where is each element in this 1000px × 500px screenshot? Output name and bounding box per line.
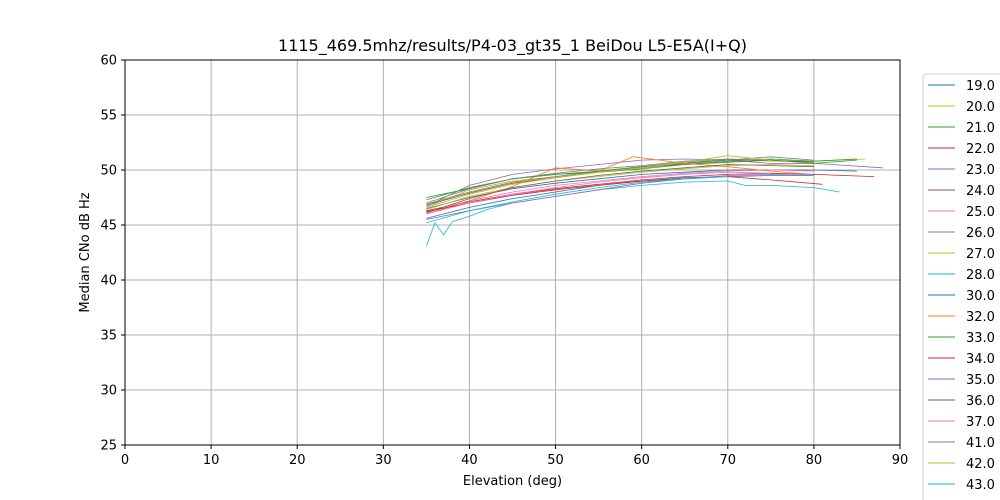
legend-label: 28.0 (966, 268, 995, 283)
legend-box (922, 73, 1000, 500)
grid (124, 59, 901, 446)
x-tick-label: 20 (289, 453, 306, 468)
legend-label: 43.0 (966, 478, 995, 493)
plot-frame (124, 59, 901, 446)
legend-label: 19.0 (966, 79, 995, 94)
legend-label: 35.0 (966, 373, 995, 388)
x-axis: 0 10 20 30 40 50 60 70 80 90 (121, 445, 908, 468)
legend-label: 20.0 (966, 100, 995, 115)
legend-label: 27.0 (966, 247, 995, 262)
y-tick-label: 60 (100, 54, 117, 69)
x-tick-label: 80 (806, 453, 823, 468)
series-line-34.0 (426, 176, 823, 213)
y-tick-label: 30 (100, 384, 117, 399)
legend-label: 25.0 (966, 205, 995, 220)
x-tick-label: 0 (121, 453, 129, 468)
x-tick-label: 70 (720, 453, 737, 468)
series-line-42.0 (426, 155, 771, 208)
series-layer (426, 155, 883, 247)
x-tick-label: 60 (633, 453, 650, 468)
series-line-41.0 (426, 158, 771, 204)
legend-label: 23.0 (966, 163, 995, 178)
legend: 19.0 20.0 21.0 22.0 23.0 24.0 25.0 26.0 27.0 28.0… (922, 73, 1000, 500)
y-axis: 25 30 35 40 45 50 55 60 (100, 54, 125, 454)
legend-label: 37.0 (966, 415, 995, 430)
x-tick-label: 50 (547, 453, 564, 468)
series-line-35.0 (426, 173, 814, 220)
y-tick-label: 25 (100, 439, 117, 454)
legend-label: 22.0 (966, 142, 995, 157)
series-line-26.0 (426, 156, 814, 205)
x-axis-label: Elevation (deg) (463, 474, 562, 489)
y-tick-label: 50 (100, 164, 117, 179)
legend-label: 41.0 (966, 436, 995, 451)
x-tick-label: 30 (375, 453, 392, 468)
legend-label: 21.0 (966, 121, 995, 136)
y-tick-label: 55 (100, 109, 117, 124)
series-line-25.0 (426, 169, 814, 213)
legend-label: 24.0 (966, 184, 995, 199)
y-axis-label: Median CNo dB Hz (78, 192, 93, 312)
legend-label: 42.0 (966, 457, 995, 472)
series-line-37.0 (426, 171, 771, 215)
legend-label: 33.0 (966, 331, 995, 346)
x-tick-label: 10 (203, 453, 220, 468)
legend-label: 32.0 (966, 310, 995, 325)
chart-title: 1115_469.5mhz/results/P4-03_gt35_1 BeiDo… (278, 36, 747, 56)
series-line-36.0 (426, 164, 814, 214)
legend-label: 26.0 (966, 226, 995, 241)
series-line-43.0 (426, 176, 728, 224)
series-line-23.0 (426, 158, 883, 207)
y-tick-label: 45 (100, 219, 117, 234)
y-tick-label: 40 (100, 274, 117, 289)
x-tick-label: 90 (892, 453, 909, 468)
series-line-28.0 (426, 180, 840, 247)
legend-label: 30.0 (966, 289, 995, 304)
series-line-32.0 (426, 156, 814, 215)
y-tick-label: 35 (100, 329, 117, 344)
legend-label: 34.0 (966, 352, 995, 367)
x-tick-label: 40 (461, 453, 478, 468)
legend-label: 36.0 (966, 394, 995, 409)
